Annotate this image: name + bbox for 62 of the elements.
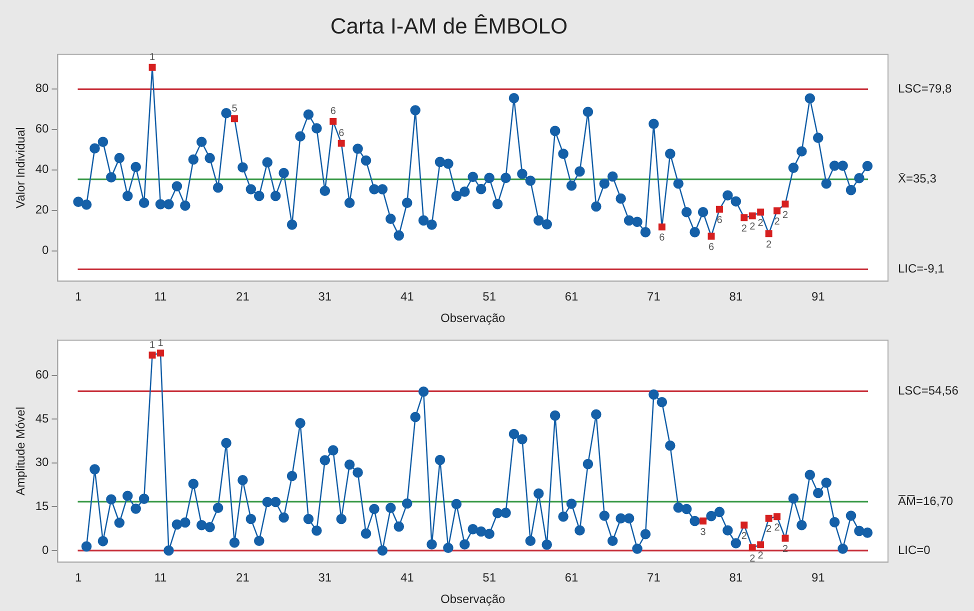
- y-tick-label: 0: [42, 243, 50, 258]
- y-tick-label: 30: [35, 455, 50, 470]
- ref-line-label: LIC=0: [898, 542, 931, 557]
- y-axis-title: Amplitude Móvel: [14, 406, 28, 496]
- x-tick-label: 11: [154, 290, 168, 304]
- annotation: 1: [150, 52, 156, 64]
- annotation: 6: [659, 232, 666, 244]
- annotation: 6: [716, 215, 723, 226]
- x-tick-label: 61: [564, 290, 579, 304]
- annotation: 5: [232, 103, 238, 114]
- annotation: 2: [782, 210, 788, 221]
- annotation: 6: [708, 242, 714, 253]
- ref-line-label: LSC=79,8: [898, 82, 952, 96]
- annotation: 2: [774, 216, 780, 228]
- x-tick-label: 81: [729, 570, 743, 585]
- x-tick-label: 81: [729, 290, 743, 304]
- annotation: 2: [774, 522, 780, 534]
- annotation: 2: [750, 553, 756, 564]
- x-tick-label: 1: [74, 570, 82, 585]
- annotation: 1: [158, 338, 164, 349]
- y-tick-label: 40: [35, 162, 50, 176]
- x-tick-label: 61: [564, 570, 579, 585]
- y-tick-label: 60: [35, 368, 50, 382]
- annotation: 2: [766, 239, 772, 250]
- annotation: 2: [741, 223, 748, 234]
- annotation: 2: [750, 222, 756, 233]
- annotation: 2: [741, 530, 748, 542]
- ref-line-label: A̅M̅=16,70: [898, 494, 954, 508]
- annotation: 6: [330, 106, 336, 118]
- x-tick-label: 41: [400, 290, 414, 304]
- y-tick-label: 60: [35, 122, 50, 136]
- x-tick-label: 11: [154, 570, 168, 585]
- x-tick-label: 41: [400, 570, 414, 585]
- y-tick-label: 80: [35, 81, 50, 96]
- y-tick-label: 0: [42, 542, 50, 557]
- x-axis-title: Observação: [440, 592, 506, 606]
- annotation: 6: [338, 128, 345, 140]
- y-tick-label: 45: [35, 411, 50, 426]
- ref-line-label: X̄=35,3: [898, 172, 937, 186]
- x-tick-label: 51: [482, 290, 496, 304]
- annotation: 2: [758, 550, 764, 562]
- x-tick-label: 1: [74, 290, 82, 304]
- x-tick-label: 71: [647, 290, 661, 304]
- ref-line-label: LSC=54,56: [898, 383, 959, 398]
- annotation: 2: [758, 218, 764, 229]
- x-tick-label: 21: [236, 570, 250, 585]
- annotation: 2: [766, 524, 772, 536]
- y-tick-label: 20: [35, 202, 50, 217]
- x-tick-label: 31: [318, 570, 332, 585]
- x-tick-label: 51: [482, 570, 496, 585]
- y-axis-title: Valor Individual: [14, 127, 28, 208]
- x-tick-label: 21: [236, 290, 250, 304]
- ref-line-label: LIC=-9,1: [898, 262, 945, 276]
- x-tick-label: 31: [318, 290, 332, 304]
- chart-title: Carta I-AM de ÊMBOLO: [330, 13, 568, 38]
- x-tick-label: 71: [647, 570, 661, 585]
- x-tick-label: 91: [811, 290, 826, 304]
- y-tick-label: 15: [35, 499, 50, 514]
- annotation: 3: [700, 526, 706, 538]
- x-tick-label: 91: [811, 570, 826, 585]
- x-axis-title: Observação: [440, 311, 506, 326]
- annotation: 1: [150, 340, 156, 351]
